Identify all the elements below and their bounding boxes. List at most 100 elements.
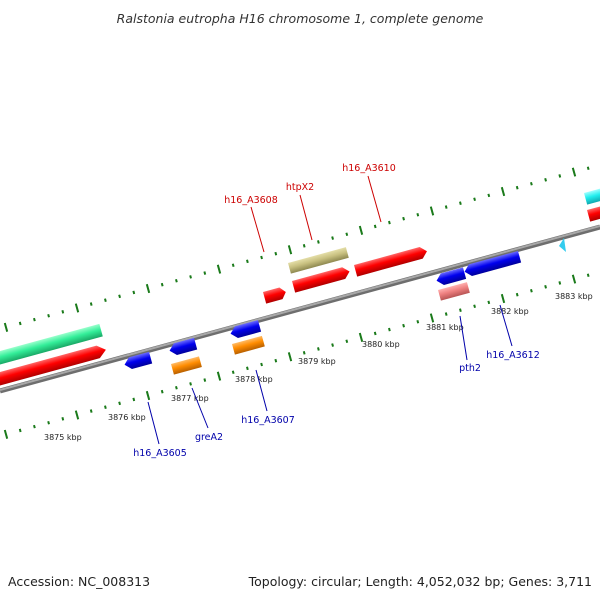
ruler-major-tick <box>429 206 435 216</box>
gene-label[interactable]: h16_A3605 <box>133 448 187 459</box>
feature-rna-grea[interactable] <box>171 356 202 375</box>
ruler-minor-tick <box>189 275 192 279</box>
ruler-major-tick <box>74 303 80 313</box>
feature-reverse-3607[interactable] <box>229 320 262 339</box>
bottom-ruler-track <box>3 273 590 439</box>
ruler-major-tick <box>358 332 364 342</box>
ruler-minor-tick <box>558 174 562 178</box>
ruler-minor-tick <box>203 271 207 275</box>
ruler-minor-tick <box>586 273 590 278</box>
ruler-minor-tick <box>416 320 420 324</box>
ruler-minor-tick <box>231 263 235 268</box>
gene-features <box>0 185 600 388</box>
ruler-major-tick <box>3 322 9 332</box>
ruler-major-tick <box>216 371 222 381</box>
ruler-minor-tick <box>274 251 278 256</box>
accession-text: Accession: NC_008313 <box>8 574 150 589</box>
ruler-major-tick <box>429 313 435 323</box>
ruler-minor-tick <box>345 339 349 344</box>
feature-rna-3607[interactable] <box>232 335 265 355</box>
ruler-minor-tick <box>402 323 405 328</box>
ruler-minor-tick <box>317 240 320 244</box>
ruler-major-tick <box>571 167 577 177</box>
ruler-minor-tick <box>231 370 235 375</box>
ruler-minor-tick <box>18 321 22 326</box>
ruler-major-tick <box>287 245 293 255</box>
gene-label[interactable]: h16_A3612 <box>486 350 540 361</box>
tick-label: 3880 kbp <box>362 340 400 349</box>
feature-forward-right[interactable] <box>587 202 600 222</box>
ruler-minor-tick <box>33 424 36 429</box>
feature-pseudo-pth2[interactable] <box>438 282 470 301</box>
ruler-minor-tick <box>586 166 590 171</box>
gene-label[interactable]: greA2 <box>195 432 223 443</box>
tick-label: 3876 kbp <box>108 413 146 422</box>
ruler-minor-tick <box>132 397 136 402</box>
ruler-minor-tick <box>558 281 562 285</box>
ruler-minor-tick <box>544 178 547 182</box>
ruler-minor-tick <box>459 308 462 312</box>
ruler-minor-tick <box>132 290 136 295</box>
ruler-minor-tick <box>104 405 107 409</box>
ruler-minor-tick <box>246 259 249 264</box>
ruler-minor-tick <box>331 236 334 240</box>
ruler-major-tick <box>500 293 506 304</box>
feature-reverse-3605[interactable] <box>123 351 153 371</box>
ruler-minor-tick <box>473 304 476 309</box>
ruler-minor-tick <box>118 294 121 299</box>
gene-label[interactable]: h16_A3608 <box>224 195 278 206</box>
tick-label: 3882 kbp <box>491 307 529 316</box>
feature-forward-3610[interactable] <box>354 245 429 277</box>
ruler-major-tick <box>145 390 151 401</box>
ruler-minor-tick <box>175 278 178 283</box>
summary-text: Topology: circular; Length: 4,052,032 bp… <box>248 574 592 589</box>
ruler-major-tick <box>74 410 80 420</box>
top-ruler-track <box>3 166 590 332</box>
feature-reverse-pth2[interactable] <box>435 267 467 286</box>
ruler-minor-tick <box>47 420 50 425</box>
ruler-minor-tick <box>302 351 306 355</box>
feature-forward-left[interactable] <box>0 344 108 388</box>
gene-label[interactable]: htpX2 <box>286 182 314 193</box>
tick-label: 3883 kbp <box>555 292 593 301</box>
ruler-minor-tick <box>246 366 249 371</box>
tick-label: 3875 kbp <box>44 433 82 442</box>
ruler-major-tick <box>500 186 506 197</box>
ruler-minor-tick <box>444 312 448 316</box>
map-title: Ralstonia eutropha H16 chromosome 1, com… <box>117 11 484 26</box>
ruler-minor-tick <box>33 317 36 322</box>
feature-reverse-grea[interactable] <box>168 337 198 357</box>
feature-other-right[interactable] <box>584 185 600 205</box>
gene-label[interactable]: h16_A3607 <box>241 415 295 426</box>
ruler-minor-tick <box>373 224 377 229</box>
tick-label: 3881 kbp <box>426 323 464 332</box>
ruler-minor-tick <box>487 193 491 198</box>
feature-misc-htpx2[interactable] <box>288 247 349 274</box>
feature-other-left[interactable] <box>0 323 103 367</box>
ruler-major-tick <box>358 225 364 235</box>
ruler-minor-tick <box>47 313 50 318</box>
ruler-minor-tick <box>302 244 306 248</box>
ruler-minor-tick <box>175 385 178 390</box>
ruler-minor-tick <box>459 201 462 205</box>
tick-label: 3879 kbp <box>298 357 336 366</box>
feature-forward-3608[interactable] <box>263 286 287 304</box>
feature-forward-htpx2[interactable] <box>292 266 351 293</box>
ruler-minor-tick <box>473 197 476 202</box>
ruler-major-tick <box>287 352 293 362</box>
gene-label[interactable]: pth2 <box>459 363 481 374</box>
ruler-minor-tick <box>18 428 22 433</box>
ruler-major-tick <box>145 283 151 294</box>
ruler-minor-tick <box>544 285 547 289</box>
ruler-minor-tick <box>444 205 448 209</box>
ruler-minor-tick <box>416 213 420 217</box>
feature-reverse-3612[interactable] <box>463 250 522 278</box>
ruler-minor-tick <box>402 216 405 221</box>
ruler-minor-tick <box>160 282 164 287</box>
gene-label[interactable]: h16_A3610 <box>342 163 396 174</box>
tick-label: 3878 kbp <box>235 375 273 384</box>
ruler-minor-tick <box>160 389 164 394</box>
ruler-minor-tick <box>260 362 263 367</box>
ruler-minor-tick <box>189 382 192 386</box>
ruler-minor-tick <box>317 347 320 351</box>
